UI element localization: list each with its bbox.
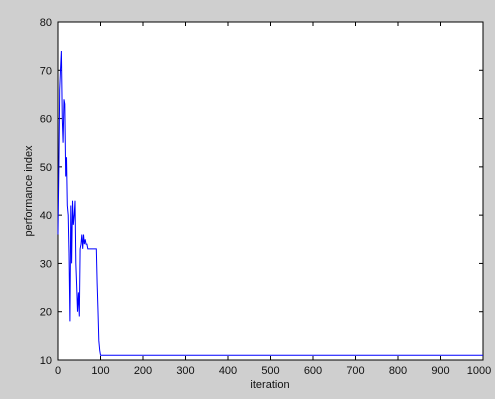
x-tick-label: 200: [134, 365, 152, 377]
x-tick-label: 800: [389, 365, 407, 377]
y-axis-label: performance index: [23, 145, 35, 237]
x-tick-label: 0: [55, 365, 61, 377]
x-tick-label: 300: [176, 365, 194, 377]
y-tick-label: 50: [40, 162, 52, 174]
x-tick-label: 900: [431, 365, 449, 377]
x-axis-label: iteration: [250, 379, 289, 391]
y-tick-label: 40: [40, 210, 52, 222]
ticks: [57, 21, 484, 361]
y-tick-label: 80: [40, 17, 52, 29]
series-line: [57, 50, 483, 356]
x-tick-label: 400: [219, 365, 237, 377]
x-tick-label: 600: [304, 365, 322, 377]
x-tick-label: 500: [261, 365, 279, 377]
y-tick-label: 30: [40, 258, 52, 270]
x-tick-label: 700: [346, 365, 364, 377]
x-tick-label: 1000: [467, 365, 491, 377]
y-tick-label: 10: [40, 355, 52, 367]
plot-area: [57, 21, 484, 361]
tick-labels: 0 100 200 300 400 500 600 700 800 900 1000 10 20 30 40…: [40, 17, 491, 377]
x-tick-label: 100: [91, 365, 109, 377]
y-tick-label: 60: [40, 114, 52, 126]
y-tick-label: 70: [40, 65, 52, 77]
y-tick-label: 20: [40, 307, 52, 319]
